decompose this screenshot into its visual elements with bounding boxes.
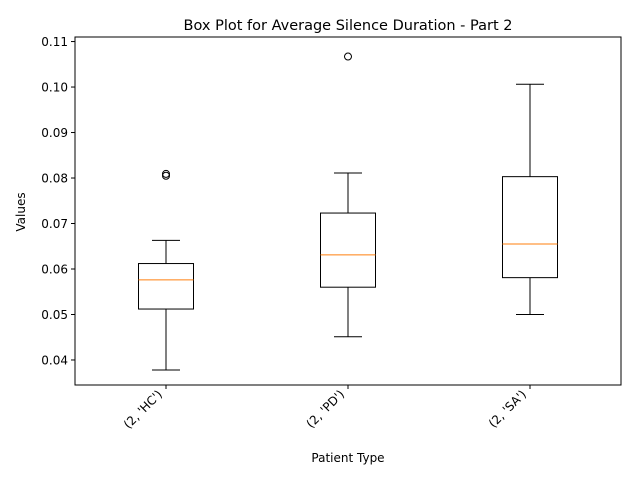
x-tick-label: (2, 'PD') bbox=[303, 387, 347, 431]
y-tick-label: 0.06 bbox=[41, 263, 68, 277]
axes-frame bbox=[74, 36, 622, 386]
x-axis-label: Patient Type bbox=[311, 451, 384, 465]
y-tick-label: 0.10 bbox=[41, 81, 68, 95]
y-tick-label: 0.07 bbox=[41, 217, 68, 231]
box-iqr bbox=[320, 212, 376, 288]
y-tick-label: 0.08 bbox=[41, 172, 68, 186]
y-tick-label: 0.05 bbox=[41, 308, 68, 322]
chart-title: Box Plot for Average Silence Duration - … bbox=[184, 18, 513, 34]
y-tick-label: 0.11 bbox=[41, 35, 68, 49]
box-iqr bbox=[502, 176, 558, 279]
box-iqr bbox=[138, 263, 194, 310]
x-tick-label: (2, 'HC') bbox=[121, 387, 165, 431]
y-tick-label: 0.09 bbox=[41, 126, 68, 140]
outlier-point bbox=[162, 169, 170, 178]
x-tick-label: (2, 'SA') bbox=[486, 387, 529, 430]
outlier-point bbox=[344, 52, 352, 61]
plot-area: 0.04 0.05 0.06 0.07 0.08 0.09 0.10 0.11 (2, 'HC'… bbox=[41, 35, 622, 432]
y-tick-label: 0.04 bbox=[41, 353, 68, 367]
y-axis-label: Values bbox=[14, 192, 28, 231]
